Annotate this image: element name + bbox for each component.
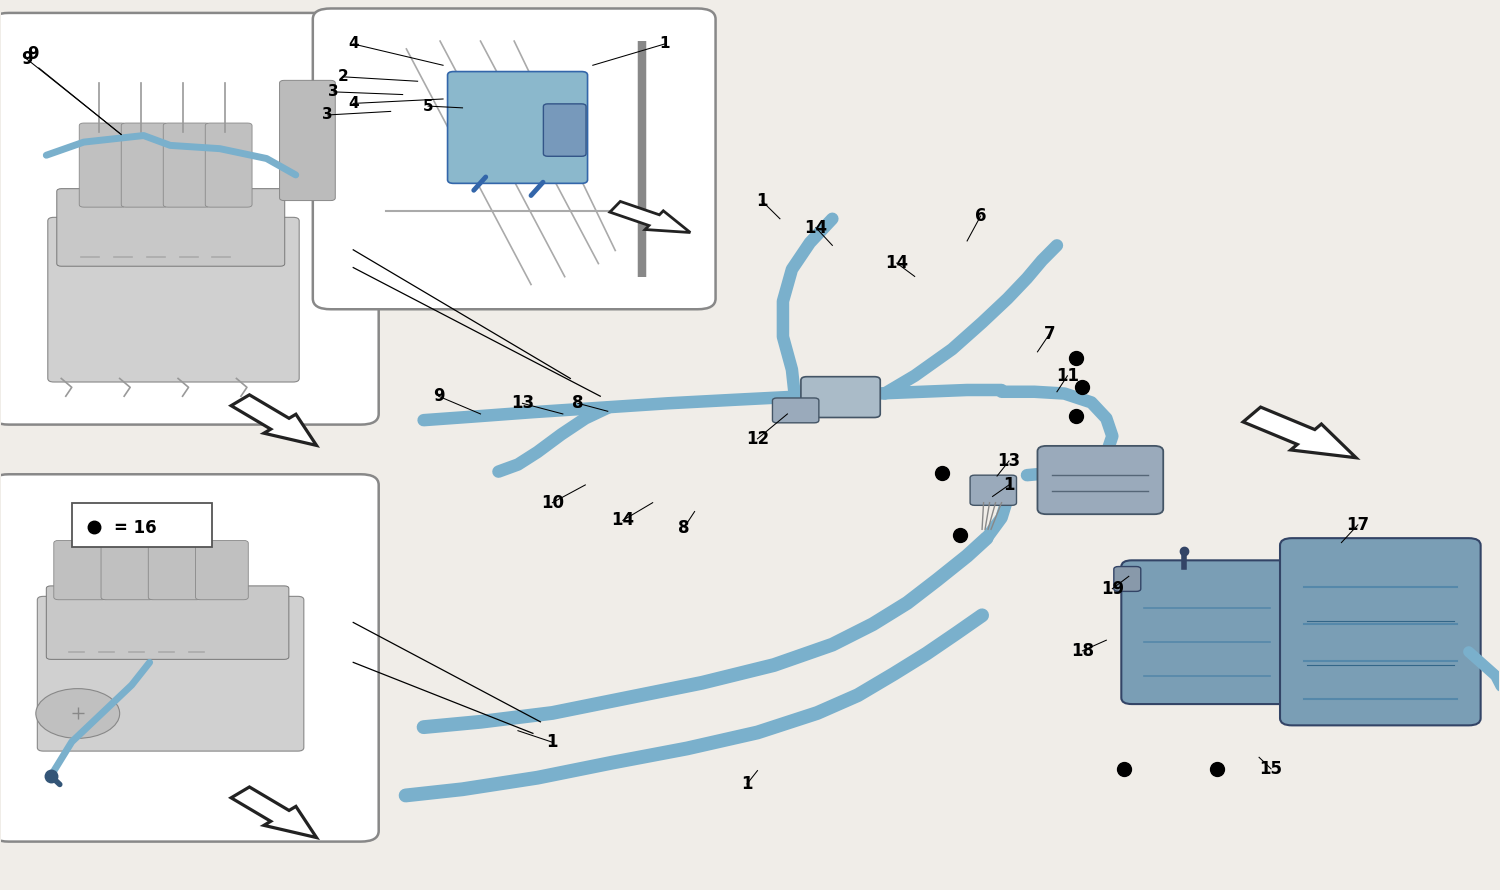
FancyBboxPatch shape (195, 540, 249, 600)
Text: = 16: = 16 (114, 519, 156, 537)
FancyBboxPatch shape (80, 123, 126, 207)
FancyBboxPatch shape (46, 586, 290, 659)
Text: 7: 7 (1044, 325, 1056, 344)
Circle shape (36, 689, 120, 739)
Text: 1: 1 (660, 36, 670, 52)
Text: 14: 14 (885, 255, 909, 272)
Polygon shape (231, 395, 316, 445)
FancyBboxPatch shape (122, 123, 168, 207)
Text: 1: 1 (756, 192, 768, 210)
FancyBboxPatch shape (801, 376, 880, 417)
Text: 3: 3 (322, 108, 333, 123)
Text: 13: 13 (998, 452, 1020, 470)
Text: 12: 12 (746, 430, 770, 448)
FancyBboxPatch shape (314, 9, 716, 309)
FancyBboxPatch shape (57, 189, 285, 266)
Text: 4: 4 (348, 96, 358, 111)
Text: 18: 18 (1071, 642, 1094, 659)
Polygon shape (1244, 407, 1356, 457)
FancyBboxPatch shape (0, 13, 378, 425)
Text: 13: 13 (512, 394, 534, 412)
FancyBboxPatch shape (772, 398, 819, 423)
FancyBboxPatch shape (100, 540, 154, 600)
FancyBboxPatch shape (447, 71, 588, 183)
Text: 1: 1 (1004, 476, 1016, 494)
FancyBboxPatch shape (970, 475, 1017, 506)
Polygon shape (231, 787, 316, 837)
FancyBboxPatch shape (148, 540, 201, 600)
Text: 8: 8 (678, 519, 690, 537)
FancyBboxPatch shape (0, 474, 378, 842)
Text: 10: 10 (542, 494, 564, 512)
FancyBboxPatch shape (54, 540, 106, 600)
FancyBboxPatch shape (72, 503, 213, 547)
Polygon shape (610, 201, 690, 232)
FancyBboxPatch shape (1122, 561, 1292, 704)
Text: 11: 11 (1056, 367, 1078, 384)
Text: 2: 2 (338, 69, 348, 85)
FancyBboxPatch shape (543, 104, 586, 157)
Text: 19: 19 (1101, 579, 1124, 598)
Text: 6: 6 (975, 207, 987, 225)
FancyBboxPatch shape (164, 123, 210, 207)
FancyBboxPatch shape (38, 596, 305, 751)
Text: 4: 4 (348, 36, 358, 52)
FancyBboxPatch shape (1038, 446, 1162, 514)
Text: 9: 9 (27, 45, 39, 63)
Text: 15: 15 (1260, 760, 1282, 778)
Text: 1: 1 (741, 775, 753, 793)
FancyBboxPatch shape (279, 80, 336, 200)
Text: 8: 8 (572, 394, 584, 412)
FancyBboxPatch shape (48, 217, 298, 382)
FancyBboxPatch shape (1114, 567, 1142, 591)
Text: 1: 1 (546, 733, 558, 751)
Text: 3: 3 (328, 85, 339, 100)
Text: 9: 9 (21, 50, 33, 68)
FancyBboxPatch shape (206, 123, 252, 207)
Text: 17: 17 (1347, 516, 1370, 534)
Text: 5: 5 (423, 99, 433, 114)
Text: 9: 9 (433, 387, 444, 405)
Text: 14: 14 (610, 512, 634, 530)
Text: 14: 14 (804, 219, 828, 237)
FancyBboxPatch shape (1280, 538, 1480, 725)
